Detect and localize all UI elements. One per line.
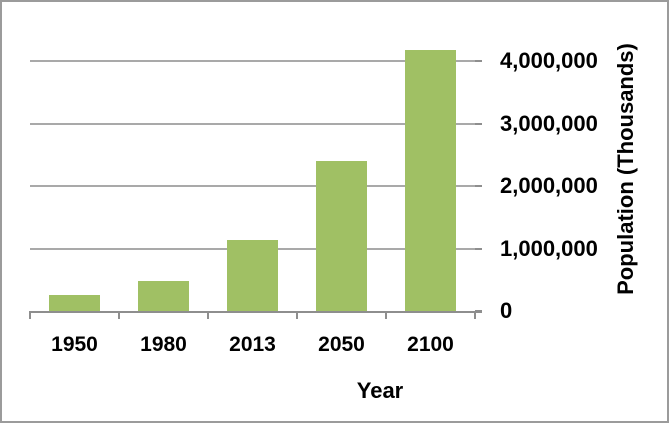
x-axis-tick [29,311,31,319]
x-axis-tick [207,311,209,319]
x-axis-tick [118,311,120,319]
y-axis-tick [475,247,482,250]
y-tick-label: 0 [500,298,513,323]
bar-1950 [49,295,100,311]
x-tick-label: 2013 [229,333,276,356]
bar-2013 [227,240,278,311]
bar-2100 [405,49,456,311]
y-axis-tick [475,122,482,125]
x-axis-line [30,311,482,313]
y-axis-title: Population (Thousands) [613,43,638,295]
x-tick-label: 1950 [51,333,98,356]
y-axis-tick [475,185,482,187]
y-tick-label: 3,000,000 [500,110,598,136]
y-tick-label: 2,000,000 [500,173,598,198]
bar-1980 [138,281,189,311]
x-axis-tick [385,311,387,319]
y-tick-label: 1,000,000 [500,235,598,261]
x-tick-label: 2100 [407,333,454,356]
y-axis-tick [475,60,482,62]
x-tick-label: 2050 [318,333,365,356]
y-tick-label: 4,000,000 [500,48,598,73]
x-tick-label: 1980 [140,333,187,356]
bar-2050 [316,161,367,311]
x-axis-tick [474,311,476,319]
x-axis-tick [296,311,298,319]
x-axis-title: Year [356,378,404,403]
